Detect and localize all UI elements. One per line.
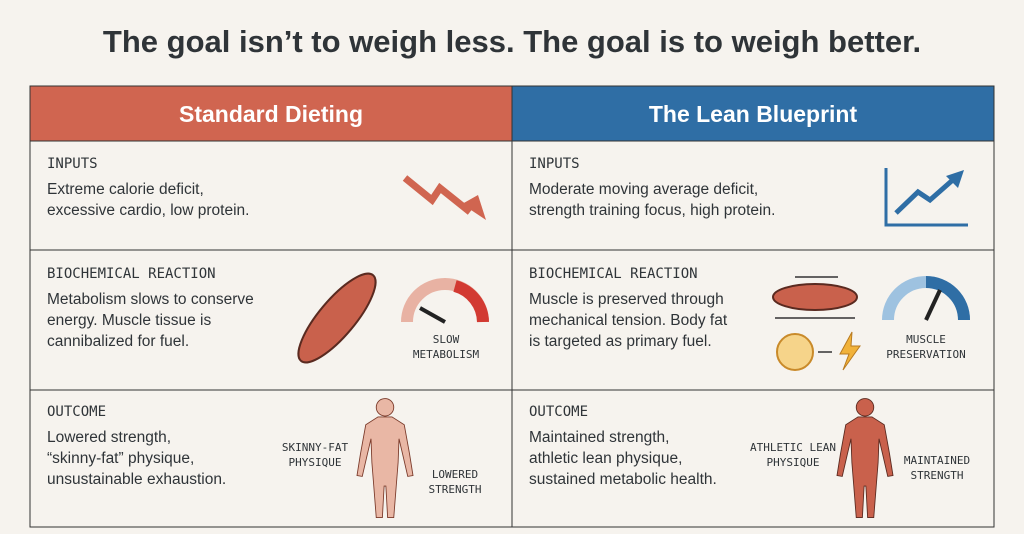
row-text: Moderate moving average deficit, <box>529 181 758 198</box>
energy-icon <box>839 331 861 371</box>
icon-label: SKINNY-FAT <box>282 441 349 454</box>
cells: INPUTS Extreme calorie deficit, excessive … <box>47 156 970 496</box>
icon-label: LOWERED <box>432 468 478 481</box>
title: The goal isn’t to weigh less. The goal i… <box>103 24 921 59</box>
row-text: is targeted as primary fuel. <box>529 333 712 350</box>
arrow-head <box>462 195 486 220</box>
chart-icon <box>884 168 968 227</box>
row-text: Lowered strength, <box>47 429 171 446</box>
row-text: energy. Muscle tissue is <box>47 312 211 329</box>
fat-icon <box>776 333 814 371</box>
row-text: Maintained strength, <box>529 429 669 446</box>
up-arrow-icon <box>894 176 957 215</box>
header-left <box>29 85 513 142</box>
down-arrow-icon <box>402 175 473 215</box>
row-label: BIOCHEMICAL REACTION <box>47 266 216 282</box>
tension-arrows <box>775 276 855 319</box>
row-text: Muscle is preserved through <box>529 291 724 308</box>
gauge-icon <box>925 276 970 321</box>
icon-label: SLOW <box>433 333 460 346</box>
gauge-needle <box>924 289 942 321</box>
column-header: The Lean Blueprint <box>649 101 858 127</box>
row-text: excessive cardio, low protein. <box>47 202 249 219</box>
arrow-head <box>946 170 964 188</box>
row-text: unsustainable exhaustion. <box>47 471 226 488</box>
row-label: OUTCOME <box>47 404 106 420</box>
icon-label: MUSCLE <box>906 333 946 346</box>
row-text: Metabolism slows to conserve <box>47 291 254 308</box>
row-text: mechanical tension. Body fat <box>529 312 728 329</box>
column-header: Standard Dieting <box>179 101 363 127</box>
icon-label: PHYSIQUE <box>289 456 342 469</box>
gauge-needle <box>419 306 446 324</box>
row-label: INPUTS <box>529 156 580 172</box>
row-text: “skinny-fat” physique, <box>47 450 194 467</box>
row-text: athletic lean physique, <box>529 450 682 467</box>
icon-label: METABOLISM <box>413 348 480 361</box>
row-text: strength training focus, high protein. <box>529 202 775 219</box>
muscle-icon <box>772 283 858 311</box>
row-text: Extreme calorie deficit, <box>47 181 204 198</box>
gauge-icon <box>453 280 489 323</box>
row-text: sustained metabolic health. <box>529 471 717 488</box>
icon-label: PHYSIQUE <box>767 456 820 469</box>
icon-label: STRENGTH <box>911 469 964 482</box>
row-label: BIOCHEMICAL REACTION <box>529 266 698 282</box>
row-label: INPUTS <box>47 156 98 172</box>
icon-label: STRENGTH <box>429 483 482 496</box>
muscle-icon <box>297 272 377 364</box>
icon-label: ATHLETIC LEAN <box>750 441 836 454</box>
header-right <box>511 85 995 142</box>
icon-label: MAINTAINED <box>904 454 970 467</box>
row-label: OUTCOME <box>529 404 588 420</box>
row-text: cannibalized for fuel. <box>47 333 189 350</box>
icon-label: PRESERVATION <box>886 348 965 361</box>
